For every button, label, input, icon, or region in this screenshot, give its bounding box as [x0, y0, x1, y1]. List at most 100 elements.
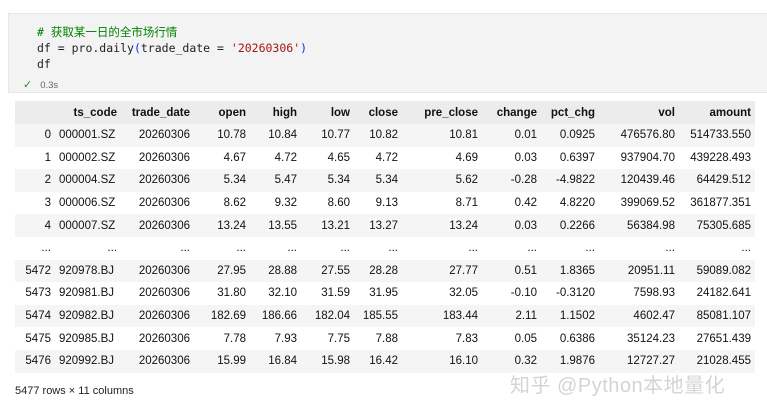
execution-status: ✓ 0.3s [23, 78, 58, 91]
column-header: pct_chg [541, 101, 599, 124]
code-paren: ( [133, 41, 141, 55]
table-cell: 399069.52 [620, 197, 675, 210]
table-cell: 20260306 [138, 287, 190, 300]
code-text: df = pro.daily [37, 41, 134, 55]
table-cell: 8.71 [455, 197, 478, 210]
table-cell: 000002.SZ [59, 151, 116, 164]
column-header: open [194, 101, 250, 124]
table-cell: ... [180, 242, 190, 255]
row-index: 4 [44, 219, 51, 232]
table-header-row: ts_code trade_date open high low close pre_clo… [15, 101, 755, 124]
table-cell: 4.67 [223, 151, 246, 164]
table-cell: 20260306 [138, 264, 190, 277]
table-cell: 937904.70 [620, 151, 675, 164]
code-string: '20260306' [230, 41, 301, 55]
table-cell: ... [340, 242, 350, 255]
table-cell: 16.10 [449, 355, 478, 368]
table-cell: 183.44 [442, 310, 478, 323]
table-cell: 000007.SZ [59, 219, 116, 232]
row-index: 5472 [25, 264, 51, 277]
table-cell: 185.55 [362, 310, 398, 323]
table-cell: ... [741, 242, 751, 255]
row-index: 3 [44, 197, 51, 210]
table-cell: 16.42 [369, 355, 398, 368]
table-cell: 32.05 [449, 287, 478, 300]
table-cell: 4.8220 [559, 197, 595, 210]
table-cell: 20260306 [138, 219, 190, 232]
table-cell: 000004.SZ [59, 174, 116, 187]
column-header [15, 101, 55, 124]
watermark: 知乎 @Python本地量化 [510, 375, 726, 397]
table-cell: 0.6397 [559, 151, 595, 164]
table-cell: 64429.512 [696, 174, 751, 187]
table-row: 5473 920981.BJ 20260306 31.80 32.10 31.59 31.9… [15, 282, 755, 305]
table-cell: 7.78 [223, 332, 246, 345]
table-cell: 13.55 [268, 219, 297, 232]
code-text: trade_date = [140, 41, 231, 55]
row-index: 5476 [25, 355, 51, 368]
table-cell: 4602.47 [633, 310, 675, 323]
table-cell: 20260306 [138, 355, 190, 368]
table-cell: 35124.23 [627, 332, 675, 345]
table-row: .................................... [15, 237, 755, 260]
table-cell: 1.1502 [559, 310, 595, 323]
table-cell: -4.9822 [555, 174, 595, 187]
table-cell: 27.55 [321, 264, 350, 277]
table-cell: 20951.11 [627, 264, 675, 277]
table-cell: -0.3120 [555, 287, 595, 300]
table-cell: 0.01 [514, 129, 537, 142]
column-header: trade_date [121, 101, 194, 124]
table-cell: 13.27 [369, 219, 398, 232]
table-cell: 16.84 [268, 355, 297, 368]
table-cell: 5.47 [274, 174, 297, 187]
table-cell: 20260306 [138, 151, 190, 164]
table-cell: 10.82 [369, 129, 398, 142]
table-cell: 8.62 [223, 197, 246, 210]
table-cell: 0.0925 [559, 129, 595, 142]
table-cell: 000001.SZ [59, 129, 116, 142]
table-cell: 4.69 [455, 151, 478, 164]
table-cell: ... [468, 242, 478, 255]
table-cell: ... [236, 242, 246, 255]
table-cell: 13.24 [217, 219, 246, 232]
column-header: amount [679, 101, 755, 124]
table-row: 3 000006.SZ 20260306 8.62 9.32 8.60 9.13 8.71 0.… [15, 192, 755, 215]
row-index: 0 [44, 129, 51, 142]
table-cell: 0.05 [514, 332, 537, 345]
table-cell: 476576.80 [620, 129, 675, 142]
table-cell: 9.32 [274, 197, 297, 210]
column-header: change [482, 101, 541, 124]
table-cell: 920978.BJ [59, 264, 114, 277]
table-cell: 8.60 [327, 197, 350, 210]
column-header: pre_close [402, 101, 482, 124]
table-cell: 9.13 [375, 197, 398, 210]
table-cell: 24182.641 [696, 287, 751, 300]
table-cell: ... [287, 242, 297, 255]
table-cell: 10.81 [449, 129, 478, 142]
code-cell[interactable]: # 获取某一日的全市场行情 df = pro.daily(trade_date … [8, 13, 767, 93]
table-row: 5475 920985.BJ 20260306 7.78 7.93 7.75 7.88 7.8… [15, 327, 755, 350]
table-cell: 20260306 [138, 129, 190, 142]
table-cell: 85081.107 [696, 310, 751, 323]
table-cell: ... [388, 242, 398, 255]
table-cell: 1.9876 [559, 355, 595, 368]
table-cell: 56384.98 [627, 219, 675, 232]
table-cell: 32.10 [268, 287, 297, 300]
table-cell: 28.28 [369, 264, 398, 277]
code-text: df [37, 57, 51, 71]
table-cell: 10.84 [268, 129, 297, 142]
table-cell: 5.34 [375, 174, 398, 187]
column-header: low [301, 101, 354, 124]
code-editor[interactable]: # 获取某一日的全市场行情 df = pro.daily(trade_date … [37, 24, 307, 72]
table-cell: 31.59 [321, 287, 350, 300]
table-row: 5476 920992.BJ 20260306 15.99 16.84 15.98 16.4… [15, 349, 755, 373]
table-cell: 182.69 [210, 310, 246, 323]
table-cell: 186.66 [261, 310, 297, 323]
table-row: 0 000001.SZ 20260306 10.78 10.84 10.77 10.82 10… [15, 124, 755, 147]
table-cell: 439228.493 [690, 151, 751, 164]
table-cell: 7598.93 [633, 287, 675, 300]
table-cell: 182.04 [314, 310, 350, 323]
table-row: 4 000007.SZ 20260306 13.24 13.55 13.21 13.27 13… [15, 214, 755, 237]
table-cell: ... [527, 242, 537, 255]
table-cell: 7.83 [455, 332, 478, 345]
